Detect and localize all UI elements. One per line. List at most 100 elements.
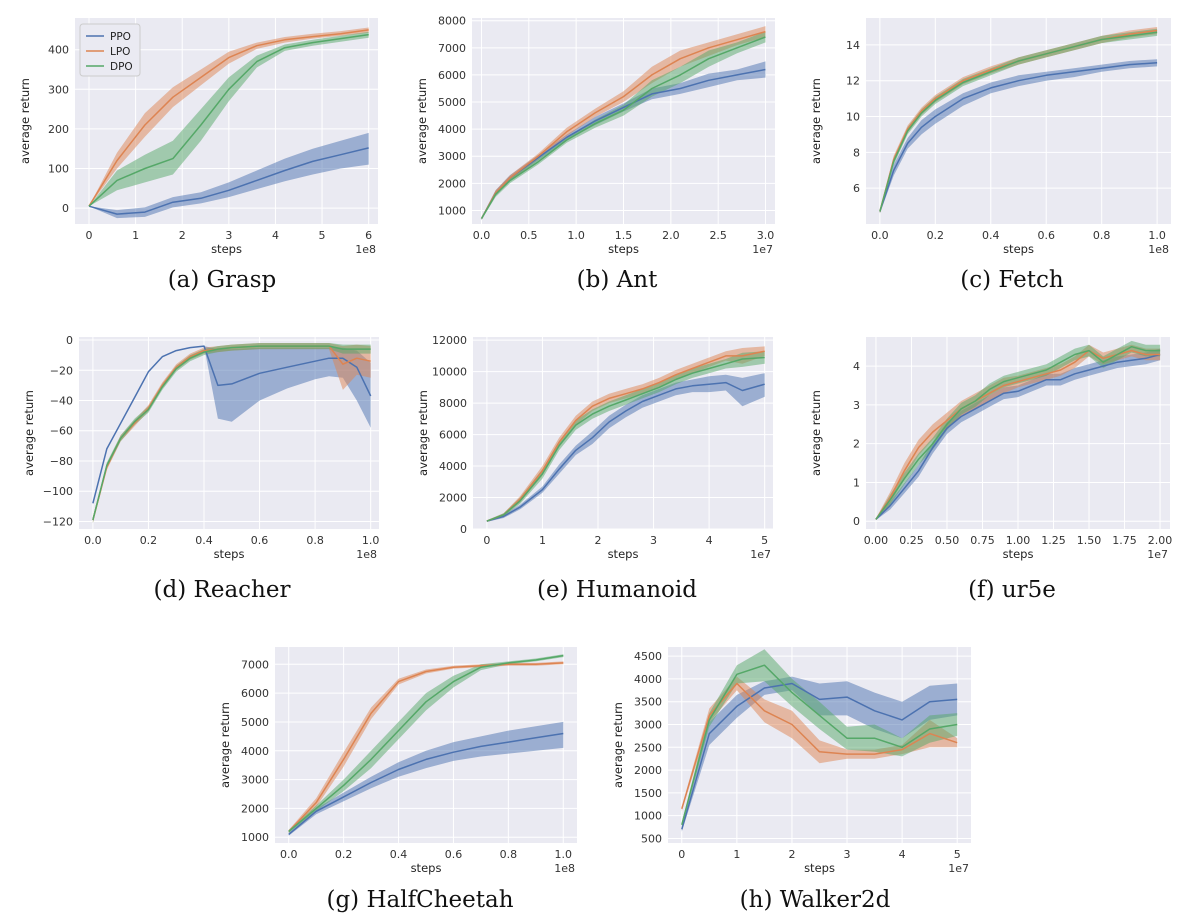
x-tick-label: 1.25 bbox=[1041, 534, 1066, 547]
plot-area bbox=[866, 18, 1171, 224]
y-tick-label: 200 bbox=[48, 123, 69, 136]
series-group bbox=[681, 649, 958, 832]
series-group bbox=[875, 340, 1161, 521]
y-tick-label: 12 bbox=[846, 75, 860, 88]
y-tick-label: −40 bbox=[50, 394, 73, 407]
x-tick-label: 1.5 bbox=[615, 229, 633, 242]
y-tick-label: 3000 bbox=[438, 150, 466, 163]
x-tick-label: 0.0 bbox=[871, 229, 889, 242]
y-tick-label: 400 bbox=[48, 44, 69, 57]
series-group bbox=[480, 26, 766, 220]
y-tick-label: 2000 bbox=[438, 177, 466, 190]
y-tick-label: 10000 bbox=[432, 366, 467, 379]
band-ppo bbox=[481, 61, 766, 220]
x-tick-label: 3 bbox=[650, 534, 657, 547]
x-tick-label: 0.8 bbox=[1093, 229, 1111, 242]
y-tick-label: 7000 bbox=[241, 658, 269, 671]
y-axis-label: average return bbox=[611, 702, 625, 788]
plot-area bbox=[472, 18, 775, 224]
band-ppo bbox=[92, 346, 371, 504]
line-ppo bbox=[875, 353, 1161, 520]
plot-area bbox=[275, 647, 577, 843]
chart-caption: (d) Reacher bbox=[153, 577, 291, 603]
y-tick-label: 1000 bbox=[241, 831, 269, 844]
x-axis-label: steps bbox=[411, 861, 442, 875]
y-tick-label: 1500 bbox=[634, 787, 662, 800]
y-tick-label: 10 bbox=[846, 111, 860, 124]
x-tick-label: 0.4 bbox=[390, 848, 408, 861]
y-tick-label: 4000 bbox=[241, 745, 269, 758]
x-tick-label: 2.5 bbox=[709, 229, 727, 242]
line-lpo bbox=[486, 350, 765, 522]
series-group bbox=[88, 27, 369, 219]
y-tick-label: 6000 bbox=[438, 69, 466, 82]
legend-box bbox=[79, 23, 141, 77]
y-tick-label: −20 bbox=[50, 364, 73, 377]
x-tick-label: 0.6 bbox=[445, 848, 463, 861]
line-ppo bbox=[88, 147, 369, 215]
x-tick-label: 0.4 bbox=[195, 534, 213, 547]
y-tick-label: 8000 bbox=[439, 397, 467, 410]
y-tick-label: 0 bbox=[66, 334, 73, 347]
chart-caption: (a) Grasp bbox=[167, 267, 277, 293]
y-tick-label: 1000 bbox=[438, 204, 466, 217]
plot-area bbox=[866, 337, 1170, 529]
x-axis-label: steps bbox=[608, 242, 639, 256]
x-tick-label: 0.2 bbox=[335, 848, 353, 861]
y-tick-label: 3000 bbox=[634, 718, 662, 731]
y-tick-label: 12000 bbox=[432, 334, 467, 347]
x-tick-label: 6 bbox=[365, 229, 372, 242]
y-tick-label: 4000 bbox=[634, 673, 662, 686]
line-ppo bbox=[288, 732, 564, 835]
line-dpo bbox=[88, 33, 369, 207]
x-tick-label: 0.0 bbox=[280, 848, 298, 861]
line-dpo bbox=[681, 664, 958, 825]
y-tick-label: 1000 bbox=[634, 810, 662, 823]
x-tick-label: 5 bbox=[761, 534, 768, 547]
plot-area bbox=[473, 337, 773, 529]
x-tick-label: 0.75 bbox=[970, 534, 995, 547]
y-tick-label: 14 bbox=[846, 39, 860, 52]
x-tick-label: 0.00 bbox=[864, 534, 889, 547]
line-dpo bbox=[288, 654, 564, 833]
y-tick-label: 4000 bbox=[438, 123, 466, 136]
legend: PPO LPO DPO bbox=[79, 23, 141, 77]
y-tick-label: 8 bbox=[853, 146, 860, 159]
band-ppo bbox=[681, 676, 958, 832]
y-axis-label: average return bbox=[416, 390, 430, 476]
x-tick-label: 0.25 bbox=[899, 534, 924, 547]
y-tick-label: 7000 bbox=[438, 42, 466, 55]
x-tick-label: 0.50 bbox=[935, 534, 960, 547]
x-tick-label: 3 bbox=[844, 848, 851, 861]
y-axis-label: average return bbox=[18, 78, 32, 164]
line-lpo bbox=[92, 345, 371, 521]
x-tick-label: 5 bbox=[319, 229, 326, 242]
y-tick-label: −80 bbox=[50, 455, 73, 468]
x-tick-label: 0.5 bbox=[520, 229, 538, 242]
x-tick-label: 1.0 bbox=[567, 229, 585, 242]
y-axis-label: average return bbox=[218, 702, 232, 788]
x-axis-multiplier: 1e8 bbox=[1148, 243, 1169, 256]
chart-caption: (b) Ant bbox=[576, 267, 658, 293]
y-tick-label: 6 bbox=[853, 182, 860, 195]
y-tick-label: 100 bbox=[48, 163, 69, 176]
series-group bbox=[486, 346, 765, 522]
x-tick-label: 3.0 bbox=[757, 229, 775, 242]
x-tick-label: 2.0 bbox=[662, 229, 680, 242]
line-dpo bbox=[486, 356, 765, 522]
y-tick-label: 3000 bbox=[241, 774, 269, 787]
legend-label-ppo: PPO bbox=[110, 31, 131, 43]
y-tick-label: 2000 bbox=[439, 492, 467, 505]
line-ppo bbox=[681, 682, 958, 830]
chart-caption: (c) Fetch bbox=[960, 267, 1064, 293]
line-ppo bbox=[92, 345, 372, 504]
y-tick-label: 3 bbox=[853, 399, 860, 412]
y-tick-label: 2 bbox=[853, 438, 860, 451]
x-tick-label: 0 bbox=[85, 229, 92, 242]
series-group bbox=[879, 27, 1158, 214]
band-dpo bbox=[89, 31, 369, 207]
legend-label-lpo: LPO bbox=[110, 46, 130, 58]
